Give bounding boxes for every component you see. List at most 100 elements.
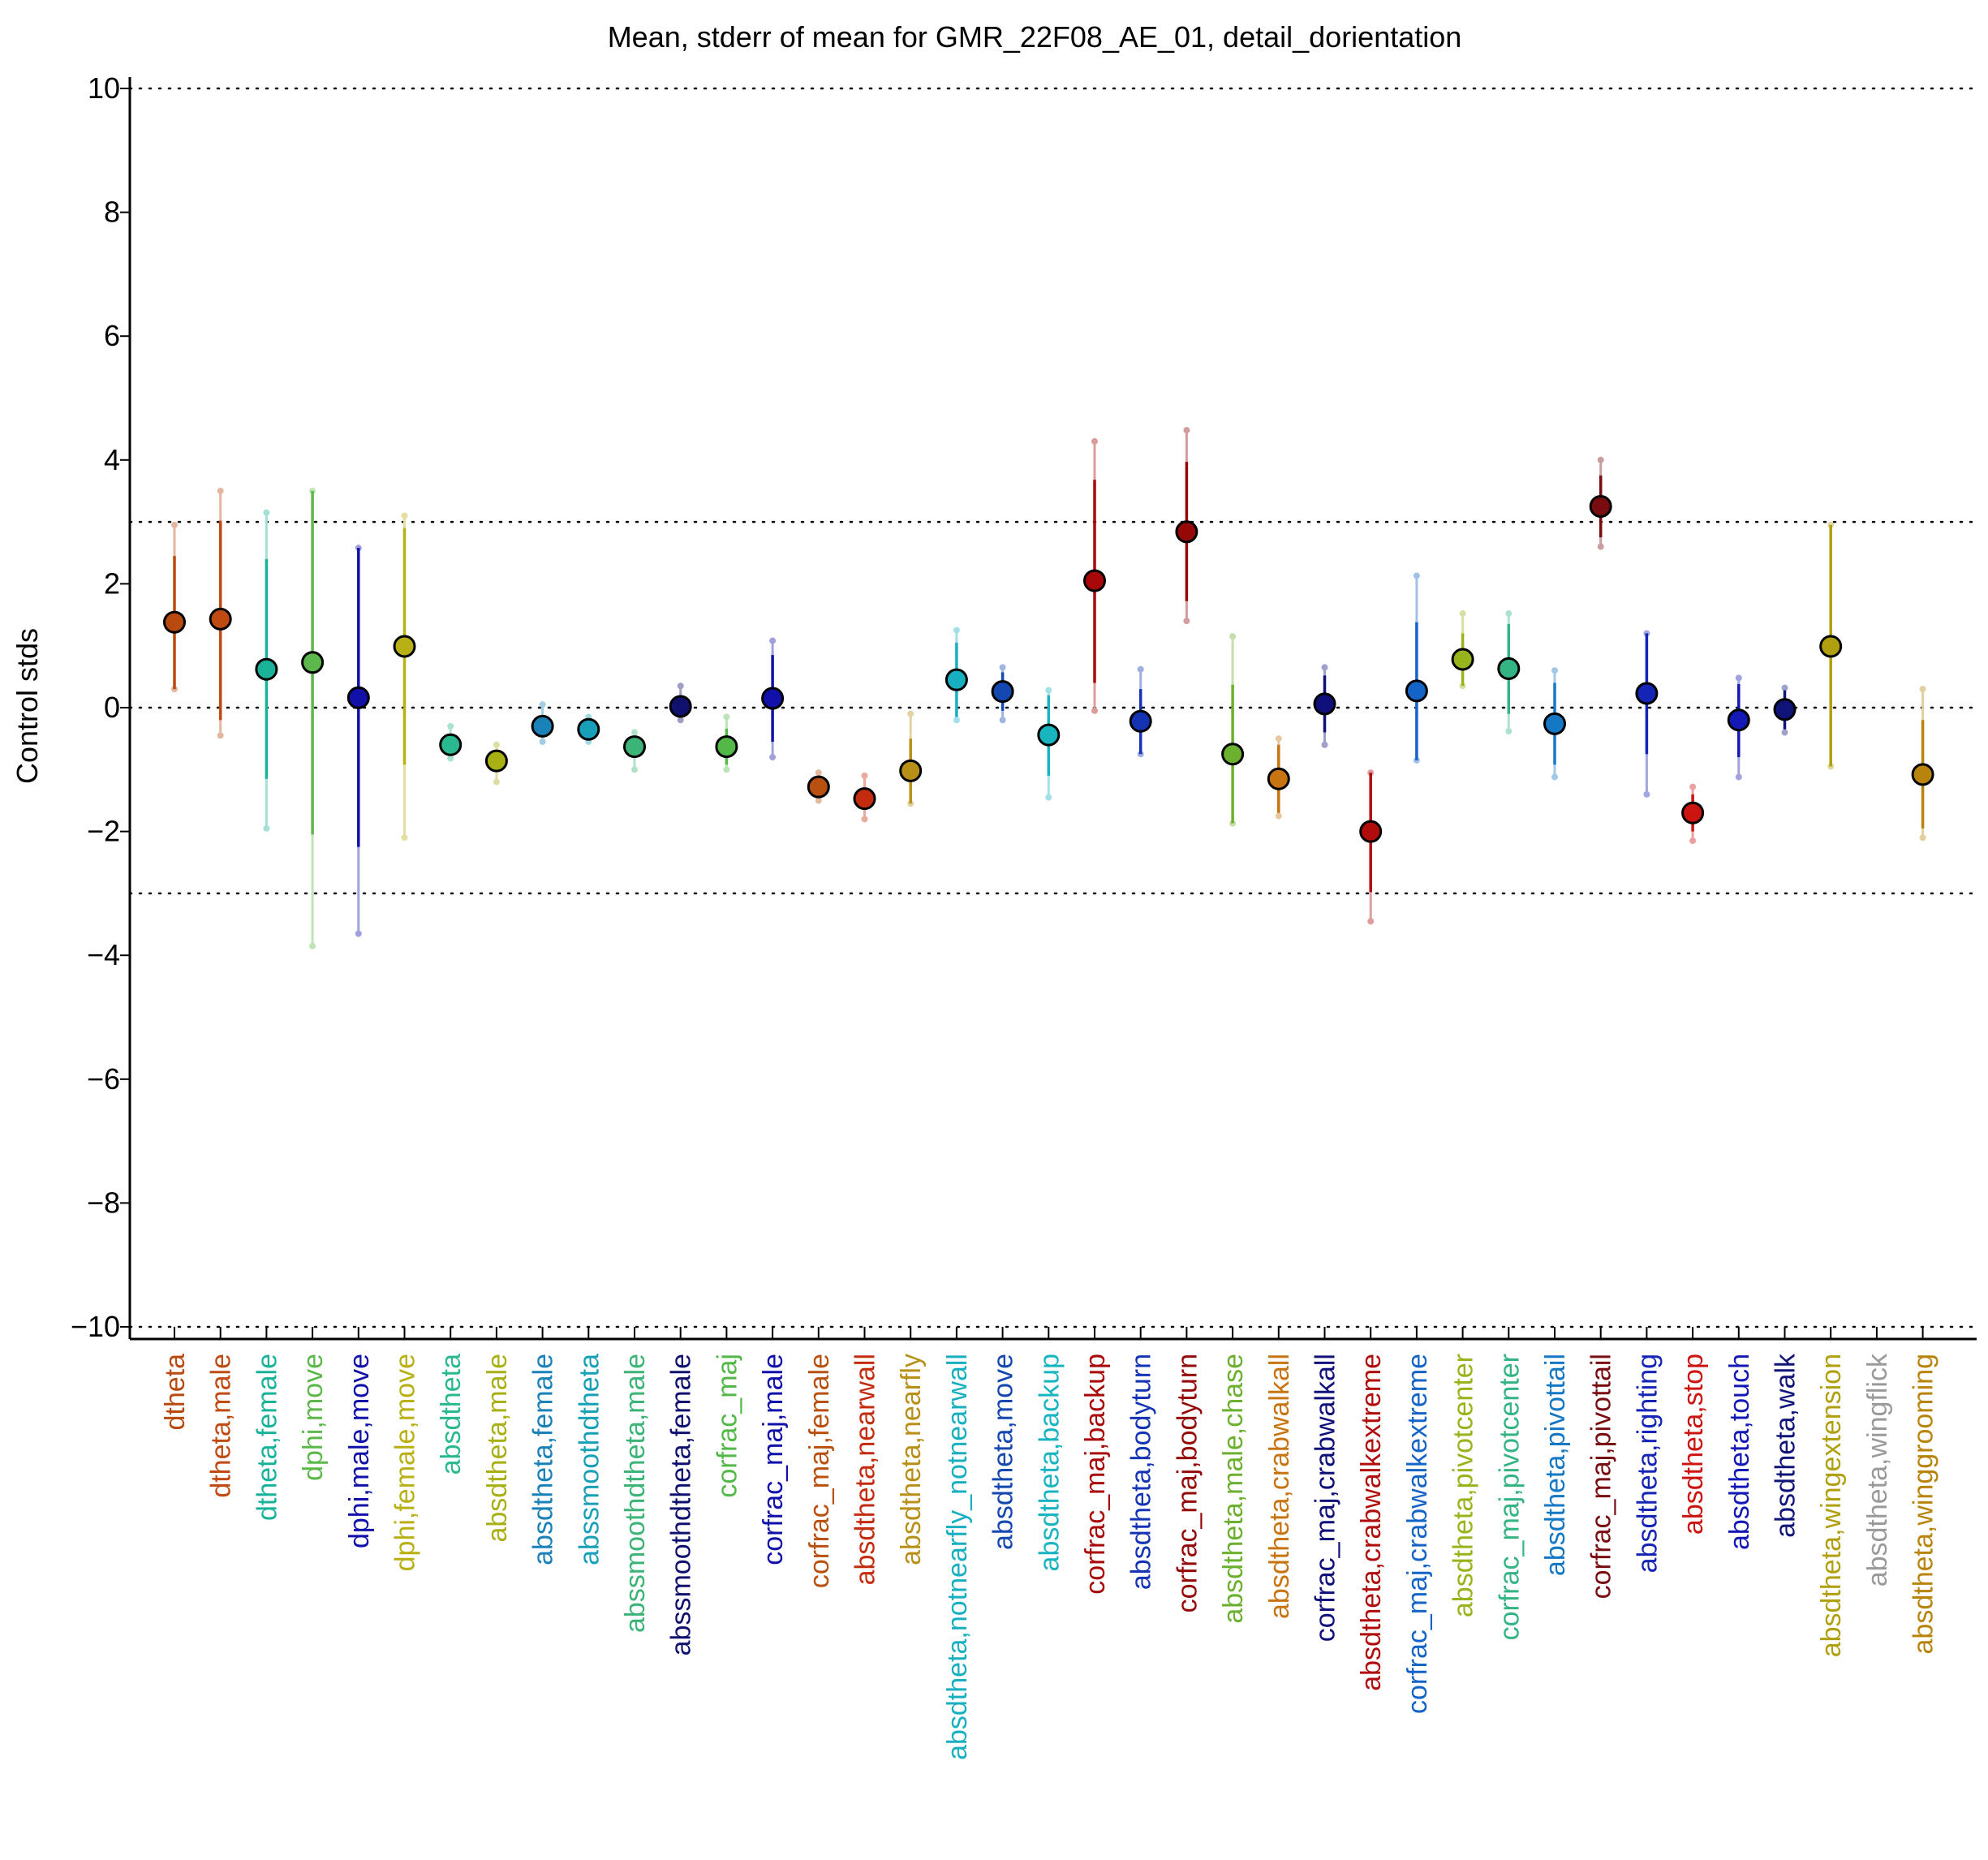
mean-point (853, 787, 876, 811)
mean-point (807, 775, 830, 799)
mean-point (761, 687, 785, 710)
mean-point (623, 735, 646, 759)
category-label: dtheta,male (206, 1354, 237, 1498)
y-tick-label: −6 (87, 1062, 120, 1096)
category-label: corfrac_maj,crabwalkextreme (1402, 1354, 1433, 1714)
extent-cap-high (171, 521, 178, 528)
y-axis-ticks: 10 8 6 4 2 0 −2 −4 −6 −8 −10 (71, 71, 130, 1343)
mean-point (1589, 495, 1612, 519)
category-label: dtheta,female (252, 1354, 282, 1521)
category-label: corfrac_maj,female (804, 1354, 835, 1588)
category-label: abssmoothdtheta,male (620, 1354, 651, 1633)
extent-cap-high (1505, 610, 1513, 618)
extent-cap-low (1919, 834, 1926, 842)
mean-point (899, 759, 923, 782)
mean-point (669, 695, 692, 718)
category-label: absdtheta,stop (1678, 1354, 1709, 1535)
extent-cap-low (1781, 729, 1788, 736)
extent-cap-high (1919, 686, 1926, 693)
extent-cap-high (907, 710, 914, 717)
extent-cap-low (217, 732, 224, 739)
extent-cap-low (1597, 543, 1604, 550)
mean-point (1773, 698, 1797, 721)
extent-cap-low (493, 778, 500, 786)
mean-point (991, 680, 1014, 704)
extent-cap-high (1459, 610, 1466, 618)
extent-cap-low (401, 834, 408, 842)
axes (128, 77, 1977, 1341)
mean-point (1911, 763, 1934, 786)
category-label: corfrac_maj (712, 1354, 742, 1498)
extent-cap-low (1367, 918, 1375, 925)
extent-cap-low (1505, 727, 1513, 734)
mean-point (1129, 709, 1152, 733)
extent-cap-high (1229, 633, 1237, 640)
mean-point (715, 735, 738, 759)
category-label: absdtheta,walk (1771, 1353, 1801, 1538)
category-label: absdtheta,pivotcenter (1448, 1354, 1479, 1617)
y-axis-label: Control stds (11, 628, 44, 784)
extent-cap-high (861, 772, 868, 779)
y-tick-label: 2 (104, 566, 120, 600)
extent-cap-low (1735, 773, 1742, 781)
extent-cap-high (1321, 664, 1328, 671)
category-label: corfrac_maj,backup (1080, 1354, 1111, 1595)
category-label: abssmoothdtheta,female (666, 1354, 697, 1655)
extent-cap-low (1689, 837, 1697, 845)
extent-cap-low (263, 825, 270, 832)
extent-cap-high (401, 512, 408, 519)
extent-cap-low (1183, 618, 1190, 625)
mean-point (301, 651, 325, 674)
mean-point (393, 635, 416, 658)
extent-cap-high (1045, 687, 1052, 694)
category-label: absdtheta,female (528, 1354, 559, 1565)
extent-cap-low (1275, 812, 1282, 820)
y-tick-label: 4 (104, 443, 120, 476)
category-label: absdtheta,wingextension (1816, 1354, 1847, 1657)
extent-cap-high (217, 487, 224, 494)
category-label: absdtheta,touch (1724, 1354, 1755, 1550)
category-label: absdtheta,pivottail (1540, 1354, 1571, 1576)
category-label: dphi,female,move (390, 1354, 421, 1571)
y-tick-label: −2 (87, 815, 120, 848)
extent-cap-high (1091, 437, 1098, 445)
extent-cap-high (1689, 783, 1697, 790)
mean-point (1267, 767, 1290, 790)
mean-point (209, 607, 232, 631)
category-label: absdtheta,nearwall (850, 1354, 881, 1585)
y-tick-label: −8 (87, 1186, 120, 1219)
mean-point (1635, 682, 1659, 705)
category-label: corfrac_maj,pivottail (1586, 1354, 1617, 1599)
extent-cap-high (1551, 667, 1558, 674)
extent-cap-low (355, 930, 362, 937)
y-tick-label: 8 (104, 196, 120, 229)
extent-cap-high (1413, 572, 1420, 579)
mean-point (1221, 743, 1245, 766)
extent-cap-high (263, 509, 270, 516)
extent-cap-low (861, 816, 868, 823)
extent-cap-high (1597, 456, 1604, 463)
extent-cap-low (677, 717, 684, 724)
category-label: absdtheta,move (988, 1354, 1019, 1550)
category-label: corfrac_maj,male (758, 1354, 789, 1565)
category-label: dphi,male,move (344, 1354, 375, 1548)
extent-cap-high (953, 626, 960, 634)
category-label: dtheta (160, 1354, 191, 1431)
extent-cap-low (815, 797, 822, 804)
extent-cap-high (1735, 674, 1742, 682)
category-label: absdtheta,winggrooming (1908, 1354, 1939, 1654)
category-label: absdtheta (436, 1354, 467, 1475)
mean-point (1313, 692, 1336, 716)
category-label: dphi,move (298, 1354, 329, 1481)
extent-cap-low (1091, 707, 1098, 714)
mean-point (163, 610, 186, 634)
category-label: absdtheta,male (482, 1354, 513, 1543)
extent-cap-high (677, 682, 684, 690)
category-label: corfrac_maj,bodyturn (1172, 1354, 1203, 1612)
category-labels: dtheta dtheta,male dtheta,female dphi,move d… (160, 1327, 1939, 1760)
mean-point (1175, 520, 1198, 544)
category-label: abssmoothdtheta (574, 1354, 605, 1565)
category-label: absdtheta,nearfly (896, 1354, 927, 1565)
mean-point (531, 714, 554, 738)
